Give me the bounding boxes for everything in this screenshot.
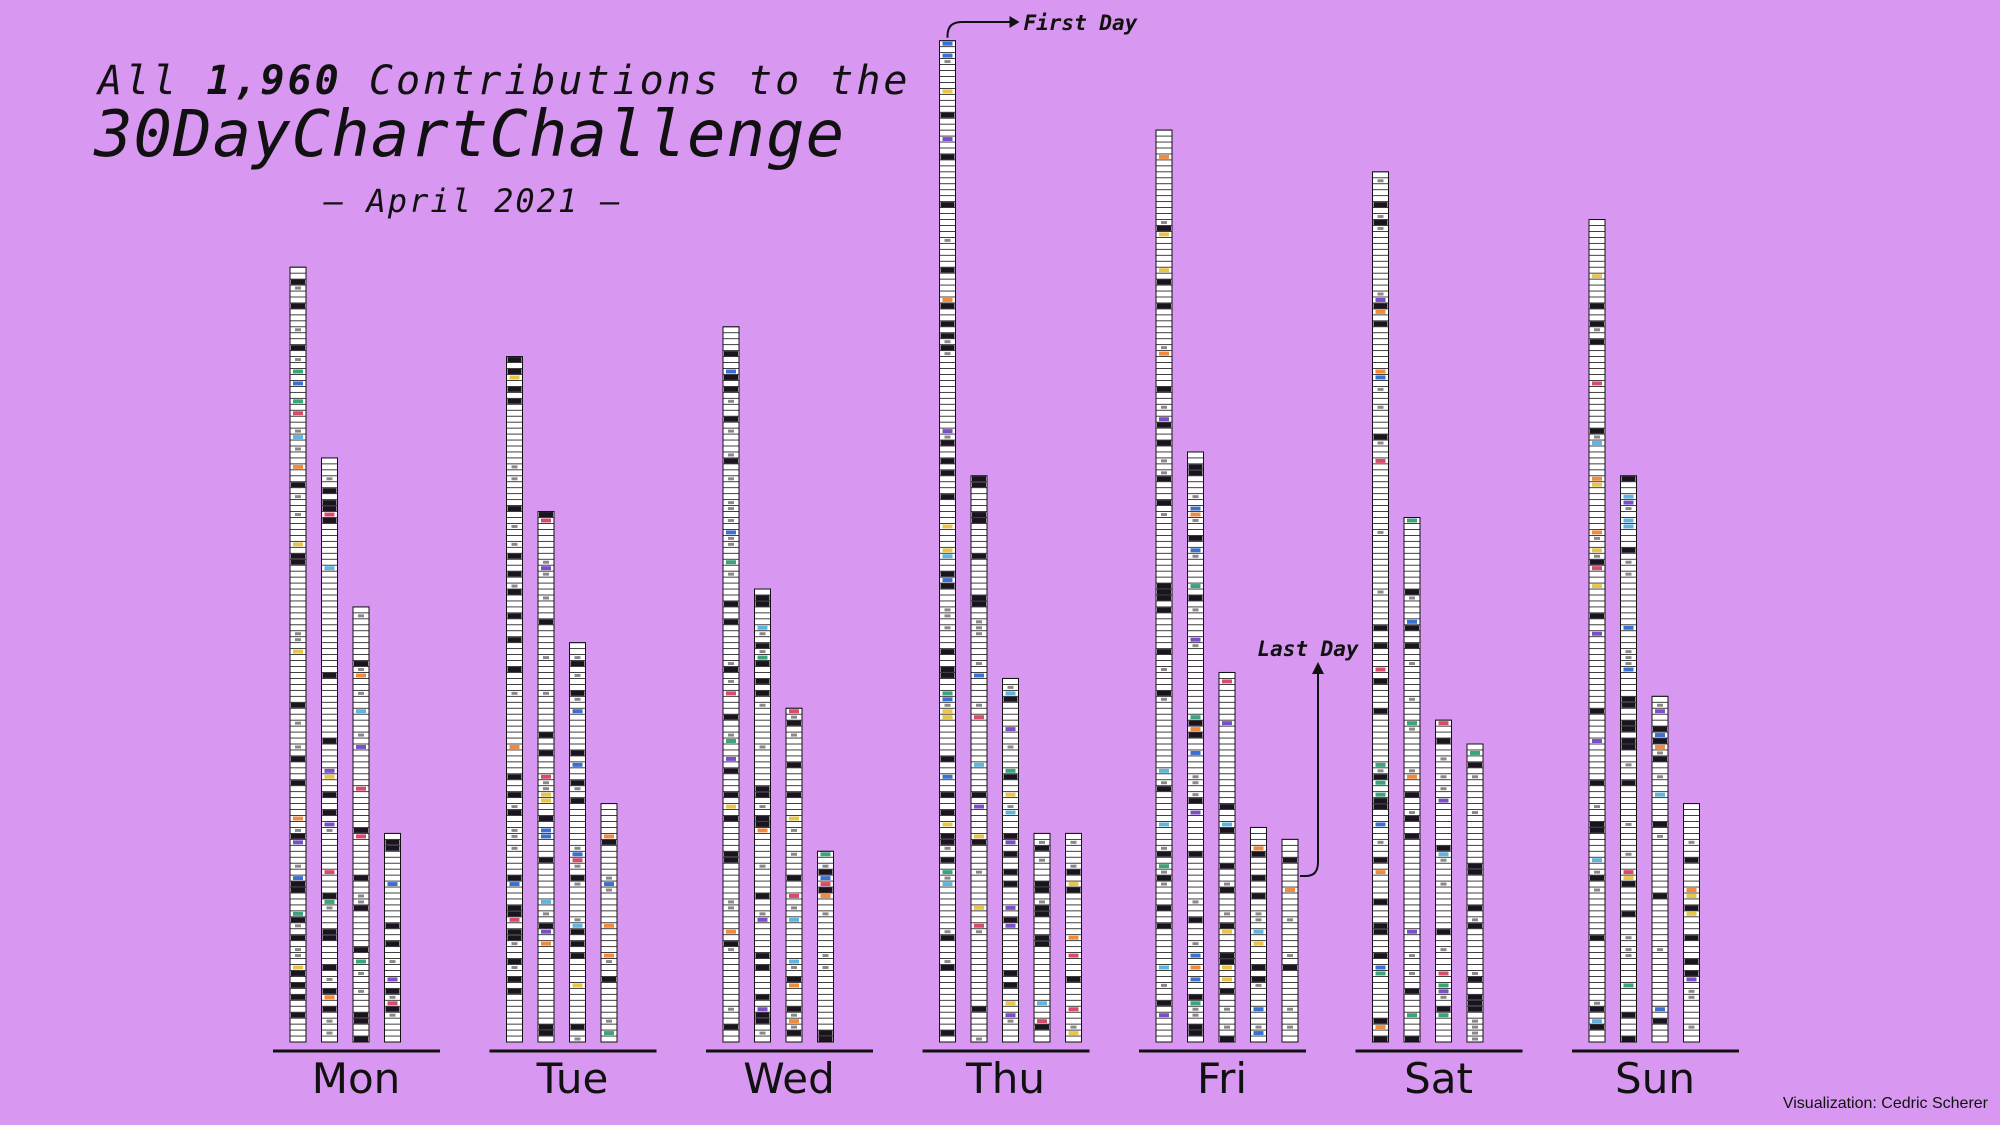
bar-sun-week2 [1620, 475, 1637, 1043]
axis-thu: Thu [922, 1049, 1090, 1103]
title-prefix: All [98, 58, 180, 104]
axis-sun: Sun [1572, 1049, 1739, 1103]
bar-thu-week2 [970, 475, 988, 1043]
day-label-thu: Thu [965, 1054, 1045, 1103]
day-axes-layer: Mon Tue Wed Thu Fri Sat Sun [273, 1049, 1739, 1103]
axis-sat: Sat [1355, 1049, 1523, 1103]
bars-layer [289, 40, 1700, 1043]
bar-fri-week3 [1218, 671, 1236, 1043]
bar-sun-week3 [1651, 695, 1669, 1043]
annotation-first-day-label: First Day [1024, 11, 1138, 35]
bar-mon-week2 [321, 457, 338, 1043]
bar-tue-week4 [600, 803, 618, 1043]
bar-fri-week1 [1155, 129, 1173, 1043]
axis-wed: Wed [706, 1049, 873, 1103]
day-label-mon: Mon [312, 1054, 401, 1103]
chart-title-line1: All 1,960 Contributions to the [98, 58, 911, 104]
credit-caption: Visualization: Cedric Scherer [1782, 1095, 1988, 1112]
bar-fri-week5 [1281, 838, 1299, 1043]
axis-fri: Fri [1139, 1049, 1306, 1103]
bar-mon-week1 [289, 266, 307, 1043]
chart-subtitle: — April 2021 — [324, 182, 622, 220]
axis-mon: Mon [273, 1049, 440, 1103]
bar-sat-week3 [1435, 719, 1452, 1043]
day-label-tue: Tue [536, 1054, 609, 1103]
bar-fri-week4 [1250, 826, 1267, 1043]
bar-sun-week4 [1683, 803, 1700, 1043]
bar-tue-week3 [569, 642, 586, 1043]
axis-tue: Tue [489, 1049, 657, 1103]
bar-thu-week5 [1065, 832, 1082, 1043]
bar-sun-week1 [1588, 219, 1606, 1043]
bar-thu-week4 [1033, 832, 1051, 1043]
bar-sat-week1 [1372, 171, 1389, 1043]
bar-wed-week4 [817, 850, 834, 1043]
bar-wed-week1 [722, 326, 740, 1043]
bar-tue-week1 [506, 356, 523, 1043]
bar-sat-week2 [1403, 517, 1421, 1043]
annotation-last-day-label: Last Day [1257, 637, 1359, 661]
day-label-sun: Sun [1615, 1054, 1695, 1103]
bar-wed-week2 [754, 588, 771, 1043]
bar-mon-week3 [352, 606, 370, 1043]
chart-title-main: 30DayChartChallenge [94, 98, 846, 172]
title-count: 1,960 [206, 58, 342, 104]
title-suffix: Contributions to the [368, 58, 911, 104]
bar-mon-week4 [384, 832, 401, 1043]
annotation-first-day: First Day [946, 11, 1138, 38]
day-label-fri: Fri [1197, 1054, 1247, 1103]
bar-wed-week3 [785, 707, 803, 1043]
bar-thu-week3 [1002, 677, 1019, 1043]
annotations-layer: First Day Last Day [946, 11, 1359, 877]
annotation-last-day: Last Day [1257, 637, 1359, 877]
bar-thu-week1 [939, 40, 956, 1043]
bar-tue-week2 [537, 511, 555, 1043]
bar-fri-week2 [1187, 451, 1204, 1043]
bar-sat-week4 [1466, 743, 1484, 1043]
day-label-sat: Sat [1404, 1054, 1473, 1103]
day-label-wed: Wed [743, 1054, 835, 1103]
